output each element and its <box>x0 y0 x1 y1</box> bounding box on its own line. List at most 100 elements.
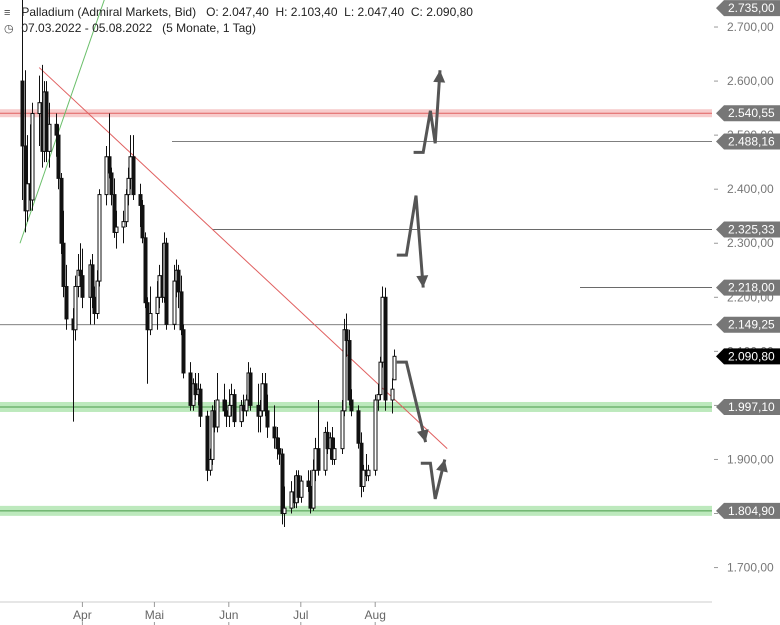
scenario-down-bottom-path <box>420 459 447 500</box>
candle-up <box>282 507 287 515</box>
chart-type-icon[interactable]: ≡ <box>4 7 11 19</box>
candle-down <box>263 383 268 412</box>
candle-down <box>54 123 59 136</box>
x-axis: Apr Mai Jun Jul Aug <box>0 601 712 625</box>
candle-up <box>172 280 177 325</box>
candle-up <box>124 194 129 223</box>
candles-layer <box>20 0 397 528</box>
candle-down <box>344 329 349 342</box>
candle-down <box>59 177 64 244</box>
candle-up <box>299 480 304 498</box>
candle-up <box>73 285 78 331</box>
candle-up <box>258 410 263 417</box>
candle-down <box>383 296 388 401</box>
price-badge-label: 1.997,10 <box>728 400 775 414</box>
price-badge-label: 2.488,16 <box>728 135 775 149</box>
y-tick-label: 1.900,00 <box>727 452 774 466</box>
x-tick-label: Apr <box>73 608 92 622</box>
candle-up <box>376 394 381 401</box>
instrument-title: Palladium (Admiral Markets, Bid) <box>21 5 197 19</box>
candle-down <box>306 480 311 487</box>
candle-down <box>64 285 69 320</box>
candle-down <box>265 410 270 428</box>
candle-up <box>361 469 366 487</box>
price-badge <box>716 133 780 150</box>
price-badge <box>716 502 780 519</box>
candle-up <box>340 410 345 450</box>
price-badge <box>716 105 780 122</box>
price-badge <box>716 279 780 296</box>
scenario-up-mid-head <box>416 275 429 288</box>
trendline-layer <box>19 0 448 450</box>
price-badge <box>716 398 780 415</box>
candle-down <box>198 388 203 417</box>
period-info: (5 Monate, 1 Tag) <box>162 21 256 35</box>
candle-up <box>342 329 347 412</box>
candle-down <box>316 448 321 471</box>
candle-down <box>222 399 227 412</box>
candle-down <box>272 426 277 439</box>
candle-up <box>390 388 395 401</box>
candle-down <box>232 394 237 423</box>
scenario-up-top-path <box>413 70 442 154</box>
candle-down <box>164 242 169 325</box>
scenario-down-head <box>416 429 429 443</box>
chart-header-line2: ◷ 07.03.2022 - 05.08.2022 (5 Monate, 1 T… <box>4 21 256 35</box>
scenario-down-path <box>396 360 428 443</box>
uptrend-trendline <box>19 0 105 244</box>
scenario-up-top-head <box>433 70 446 83</box>
price-badge <box>716 316 780 333</box>
y-axis: 1.700,001.800,001.900,002.000,002.100,00… <box>714 20 774 575</box>
candle-up <box>378 361 383 396</box>
candle-up <box>126 177 131 196</box>
candle-down <box>80 275 85 298</box>
scenario-up-mid-path <box>396 195 425 288</box>
candle-up <box>148 313 153 331</box>
candle-up <box>208 458 213 471</box>
candle-down <box>205 415 210 471</box>
price-badge-label: 2.149,25 <box>728 318 775 332</box>
y-tick-label: 2.400,00 <box>727 182 774 196</box>
y-tick-label: 2.300,00 <box>727 236 774 250</box>
candle-up <box>121 221 126 228</box>
clock-icon: ◷ <box>4 23 14 35</box>
price-badge-label: 2.325,33 <box>728 223 775 237</box>
candle-down <box>181 329 186 374</box>
candle-down <box>140 204 145 239</box>
scenario-down-bottom-head <box>436 459 448 473</box>
levels-layer <box>0 112 712 512</box>
y-tick-label: 2.600,00 <box>727 74 774 88</box>
candle-down <box>20 80 25 147</box>
candle-up <box>311 469 316 509</box>
x-tick-label: Mai <box>145 608 164 622</box>
price-badge-label: 2.218,00 <box>728 281 775 295</box>
candle-up <box>114 226 119 233</box>
price-badge-label: 1.804,90 <box>728 504 775 518</box>
price-badge-label: 2.735,00 <box>728 1 775 15</box>
candle-down <box>248 372 253 406</box>
price-badge-label: 2.090,80 <box>728 349 775 363</box>
arrows-layer <box>396 70 448 500</box>
candle-up <box>227 404 232 417</box>
candle-up <box>30 113 35 201</box>
candle-down <box>56 134 61 179</box>
candle-up <box>244 399 249 412</box>
candle-down <box>176 269 181 293</box>
candle-up <box>215 399 220 428</box>
candle-down <box>143 237 148 304</box>
y-tick-label: 1.700,00 <box>727 561 774 575</box>
candle-down <box>277 448 282 455</box>
candle-up <box>366 469 371 477</box>
candle-down <box>275 437 280 450</box>
ohlc-values: O: 2.047,40 H: 2.103,40 L: 2.047,40 C: 2… <box>206 5 473 19</box>
candle-up <box>97 194 102 282</box>
candle-down <box>44 91 49 152</box>
candle-down <box>109 172 114 196</box>
candle-down <box>280 453 285 515</box>
candle-down <box>61 242 66 287</box>
candle-down <box>107 156 112 174</box>
price-badge <box>716 348 780 365</box>
candle-down <box>347 340 352 401</box>
price-badge <box>716 0 780 17</box>
chart-header-line1: ≡ Palladium (Admiral Markets, Bid) O: 2.… <box>4 5 473 19</box>
